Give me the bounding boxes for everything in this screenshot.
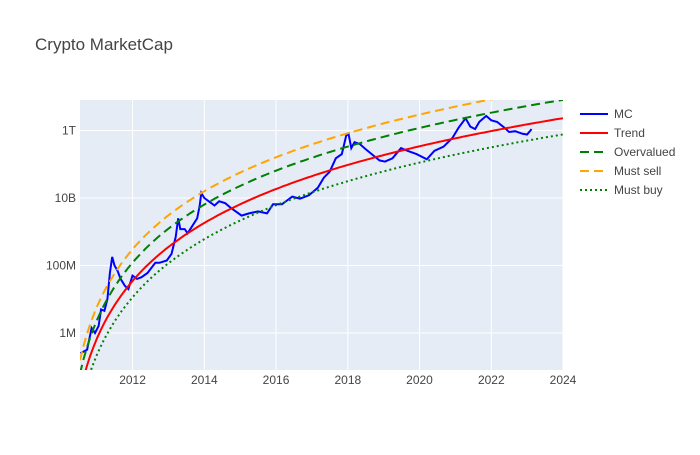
y-tick-label: 1T (62, 123, 77, 137)
x-tick-label: 2018 (334, 373, 361, 387)
legend: MC Trend Overvalued Must sell Must buy (580, 107, 675, 197)
x-tick-label: 2020 (406, 373, 433, 387)
chart-title: Crypto MarketCap (35, 35, 173, 54)
x-tick-label: 2016 (263, 373, 290, 387)
legend-label: MC (614, 107, 633, 121)
x-tick-label: 2022 (478, 373, 505, 387)
series-line-overvalued (80, 100, 563, 370)
series-line-must-sell (80, 100, 494, 361)
y-tick-label: 10B (55, 191, 76, 205)
plot-area (80, 100, 563, 370)
series-line-must-buy (89, 133, 563, 370)
series-line-trend (84, 117, 563, 370)
legend-label: Must sell (614, 164, 661, 178)
legend-label: Trend (614, 126, 645, 140)
x-tick-label: 2024 (550, 373, 577, 387)
legend-label: Overvalued (614, 145, 675, 159)
tick-labels: 1M 100M 10B 1T 2012 2014 2016 2018 2020 2022 2024 (46, 123, 577, 387)
legend-label: Must buy (614, 183, 663, 197)
y-tick-label: 1M (59, 326, 76, 340)
x-tick-label: 2014 (191, 373, 218, 387)
grid-layer (80, 100, 564, 370)
series-layer (80, 100, 563, 370)
x-tick-label: 2012 (119, 373, 146, 387)
y-tick-label: 100M (46, 258, 76, 272)
